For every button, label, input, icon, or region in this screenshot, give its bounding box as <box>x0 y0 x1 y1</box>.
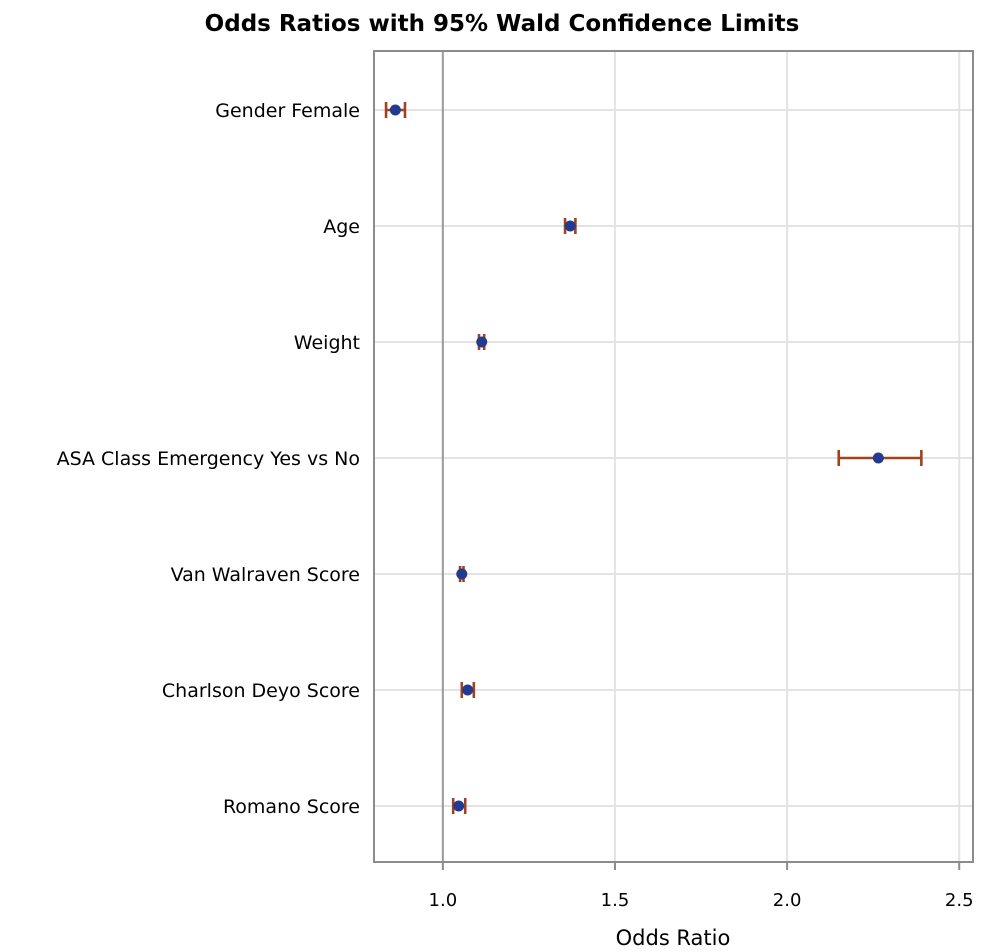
category-label: Charlson Deyo Score <box>162 680 360 702</box>
category-label-layer: Gender Female Age Weight ASA Class Emergenc… <box>57 100 360 818</box>
x-tick-label: 1.5 <box>601 890 630 911</box>
category-label: Romano Score <box>223 796 360 818</box>
category-label: ASA Class Emergency Yes vs No <box>57 448 360 470</box>
estimate-point <box>872 452 884 464</box>
plot-frame <box>373 50 974 863</box>
estimate-point <box>456 568 468 580</box>
x-tick-layer: 1.0 1.5 2.0 2.5 <box>429 862 974 911</box>
category-label: Age <box>323 216 360 238</box>
x-axis-label: Odds Ratio <box>616 926 731 950</box>
estimate-point <box>564 220 576 232</box>
estimate-point <box>389 104 401 116</box>
category-label: Gender Female <box>215 100 360 122</box>
estimate-point-layer <box>389 104 884 812</box>
x-tick-label: 1.0 <box>429 890 458 911</box>
estimate-point <box>462 684 474 696</box>
x-tick-label: 2.5 <box>945 890 974 911</box>
estimate-point <box>453 800 465 812</box>
category-label: Van Walraven Score <box>171 564 360 586</box>
chart-title: Odds Ratios with 95% Wald Confidence Lim… <box>205 11 800 37</box>
x-tick-label: 2.0 <box>773 890 802 911</box>
category-label: Weight <box>294 332 360 354</box>
estimate-point <box>476 336 488 348</box>
